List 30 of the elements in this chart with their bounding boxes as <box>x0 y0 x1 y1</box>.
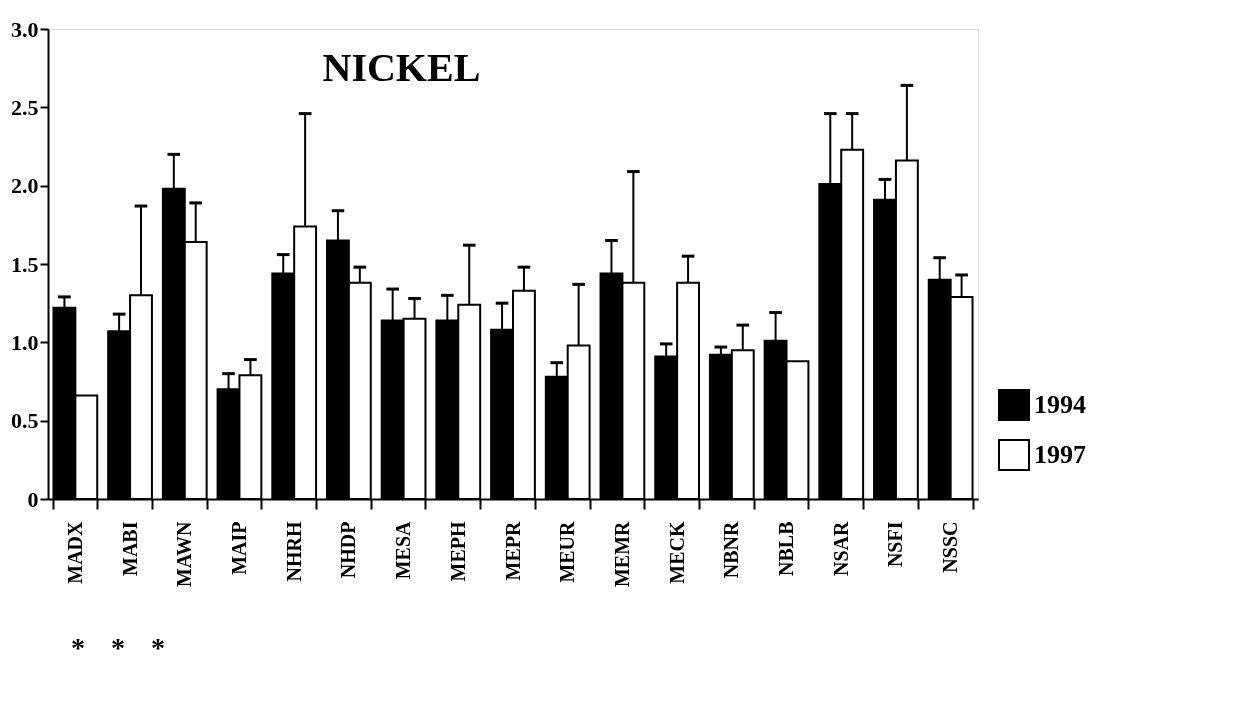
x-tick-label: NHDP <box>337 521 360 579</box>
text: * <box>71 632 85 663</box>
y-tick-label: 0 <box>27 486 39 512</box>
x-tick-label: NSSC <box>939 521 962 573</box>
x-tick-label: MEUR <box>556 520 579 583</box>
y-tick-label: 1.5 <box>11 251 39 277</box>
text: * <box>151 632 165 663</box>
x-tick-label: MESA <box>392 520 415 580</box>
x-tick-label: MEPH <box>446 521 469 582</box>
x-tick-label: NBLB <box>775 521 798 576</box>
x-tick-label: MAIP <box>227 521 250 575</box>
x-tick-label: MECK <box>665 521 688 584</box>
x-tick-label: MEPR <box>501 520 524 581</box>
x-tick-label: NSFI <box>884 521 907 568</box>
x-tick-label: NHRH <box>282 521 305 582</box>
x-tick-label: NBNR <box>720 520 743 579</box>
y-tick-label: 3.0 <box>11 16 39 42</box>
y-tick-label: 2.5 <box>11 94 39 120</box>
y-tick-label: 1.0 <box>11 329 39 355</box>
x-tick-label: MADX <box>63 520 86 584</box>
legend-label: 1997 <box>1034 440 1086 469</box>
text: * <box>111 632 125 663</box>
x-tick-label: NSAR <box>829 520 852 576</box>
y-tick-label: 0.5 <box>11 408 39 434</box>
legend-label: 1994 <box>1034 390 1086 419</box>
x-tick-label: MEMR <box>610 520 633 588</box>
y-tick-label: 2.0 <box>11 173 39 199</box>
chart-title: NICKEL <box>322 45 481 90</box>
x-tick-label: MABI <box>118 521 141 576</box>
x-tick-label: MAWN <box>173 520 196 588</box>
